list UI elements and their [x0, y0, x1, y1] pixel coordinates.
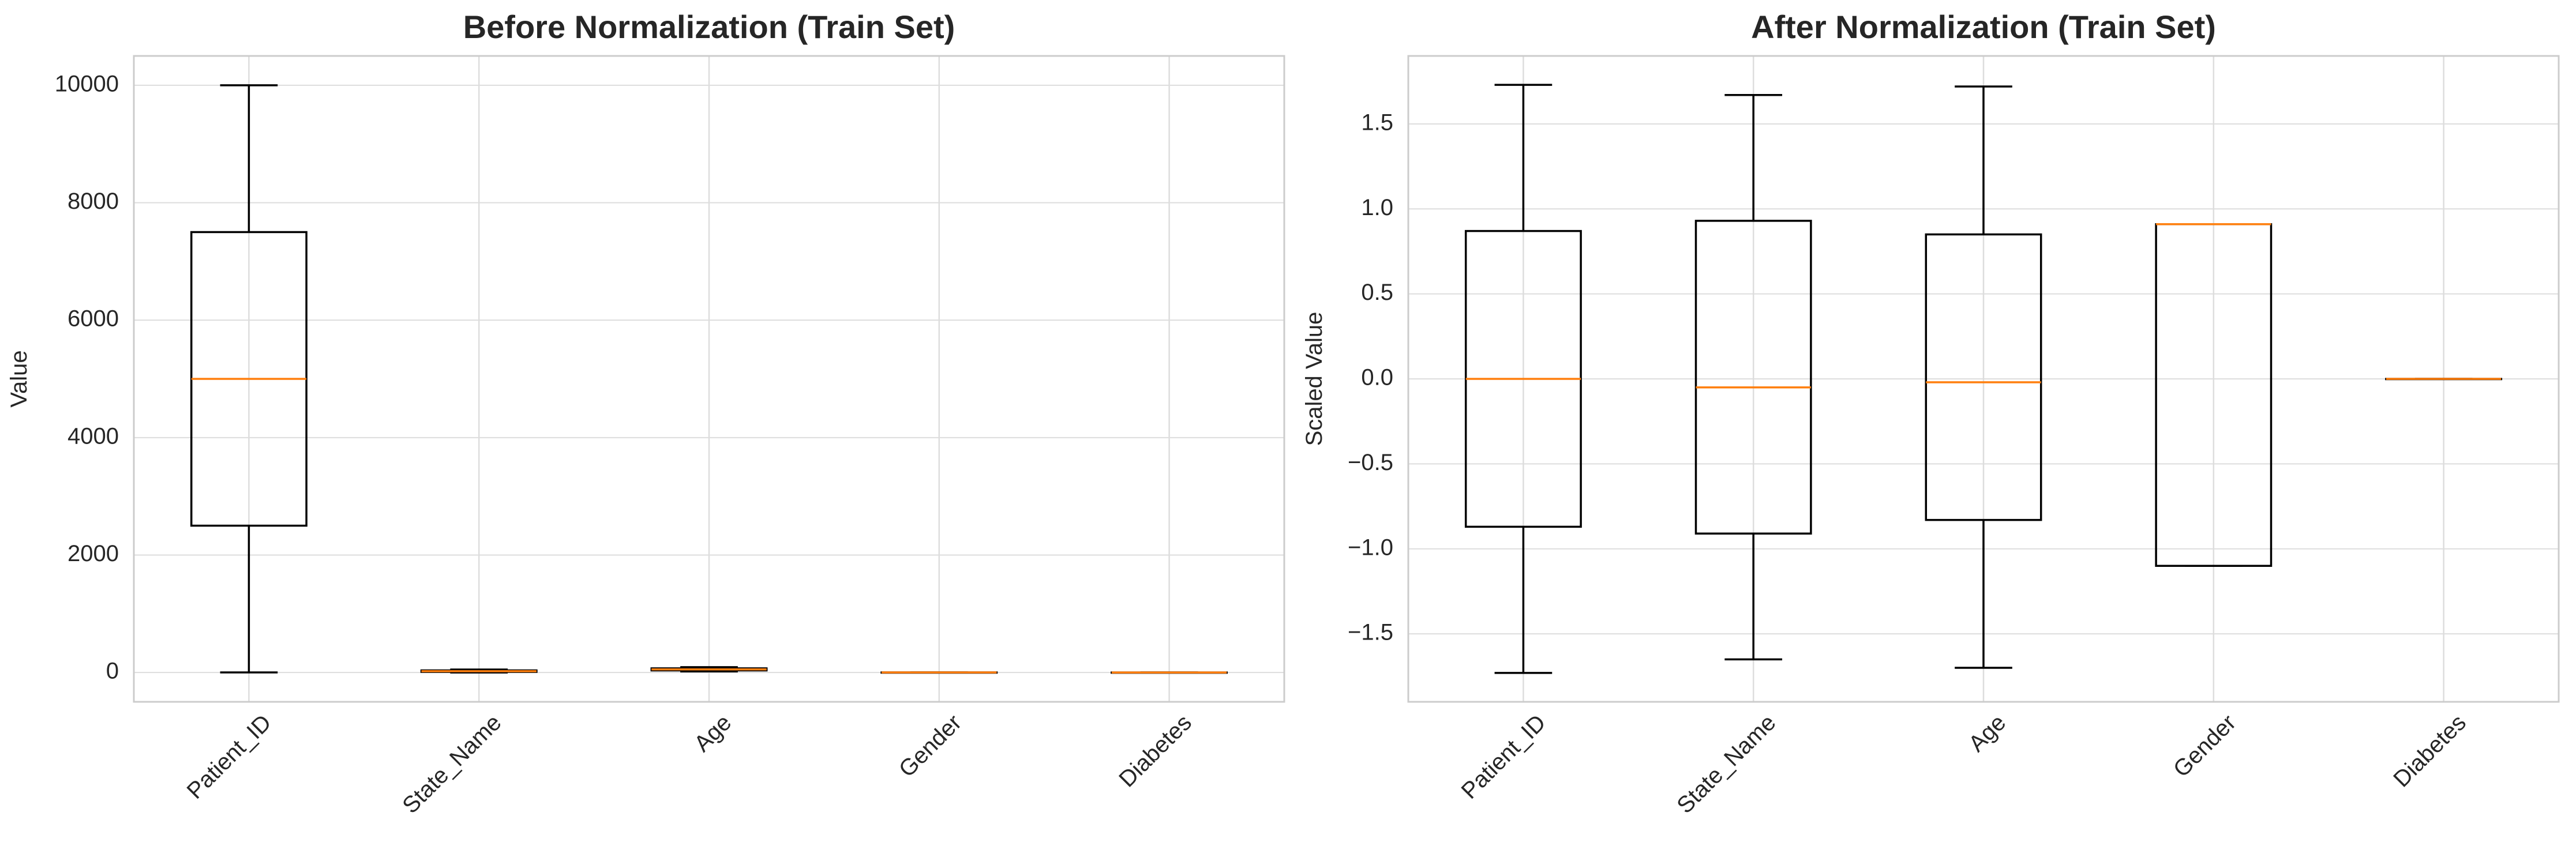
chart-1-box-patient-id — [1464, 84, 1582, 674]
chart-1-box-gender — [2155, 223, 2273, 567]
chart-1-ytick-label: 1.0 — [1361, 195, 1393, 220]
chart-1-ytick-label: 0.0 — [1361, 365, 1393, 390]
chart-1-ytick-label: −1.5 — [1348, 620, 1393, 645]
chart-1-axes-frame — [1407, 55, 2560, 703]
chart-1-xtick-label: Diabetes — [2388, 710, 2471, 792]
chart-0-ytick-label: 4000 — [68, 423, 119, 449]
chart-0-box-diabetes — [1111, 671, 1228, 674]
chart-after-normalization: −1.5 −1.0 −0.5 0.0 0.5 1.0 1.5 Patient_ID State_… — [1302, 9, 2560, 818]
chart-0-box-state-name — [420, 668, 538, 674]
chart-0-ytick-label: 2000 — [68, 541, 119, 566]
chart-0-xtick-label: Patient_ID — [182, 710, 276, 804]
chart-1-ytick-label: 0.5 — [1361, 280, 1393, 305]
chart-1-xtick-label: Patient_ID — [1457, 710, 1551, 804]
chart-1-xtick-label: State_Name — [1672, 710, 1780, 818]
chart-0-xtick-label: Diabetes — [1114, 710, 1197, 792]
chart-1-title: After Normalization (Train Set) — [1751, 9, 2216, 45]
chart-0-ytick-label: 10000 — [55, 71, 119, 96]
chart-0-ytick-label: 6000 — [68, 306, 119, 332]
chart-1-xtick-label: Gender — [2169, 710, 2241, 782]
chart-0-box-age — [650, 666, 768, 673]
chart-0-ytick-label: 0 — [106, 659, 119, 684]
chart-1-box-age — [1925, 85, 2042, 669]
chart-0-box-patient-id — [190, 84, 308, 674]
chart-0-ytick-label: 8000 — [68, 189, 119, 214]
chart-0-xtick-label: Age — [689, 710, 736, 757]
chart-before-normalization: 0 2000 4000 6000 8000 10000 Patient_ID State_Na… — [6, 9, 1285, 818]
chart-0-box-gender — [880, 671, 998, 674]
chart-1-ytick-label: −0.5 — [1348, 450, 1393, 475]
chart-1-xtick-label: Age — [1964, 710, 2011, 757]
chart-1-ytick-label: −1.0 — [1348, 535, 1393, 560]
chart-0-ylabel: Value — [6, 350, 32, 407]
iqr-box — [1694, 220, 1812, 535]
chart-0-axes-frame — [133, 55, 1285, 703]
chart-0-title: Before Normalization (Train Set) — [463, 9, 955, 45]
chart-0-xtick-label: State_Name — [398, 710, 506, 818]
chart-0-xtick-label: Gender — [894, 710, 966, 782]
chart-1-ylabel: Scaled Value — [1302, 312, 1327, 446]
iqr-box — [1925, 233, 2042, 521]
chart-1-box-state-name — [1694, 94, 1812, 661]
chart-1-ytick-label: 1.5 — [1361, 110, 1393, 135]
